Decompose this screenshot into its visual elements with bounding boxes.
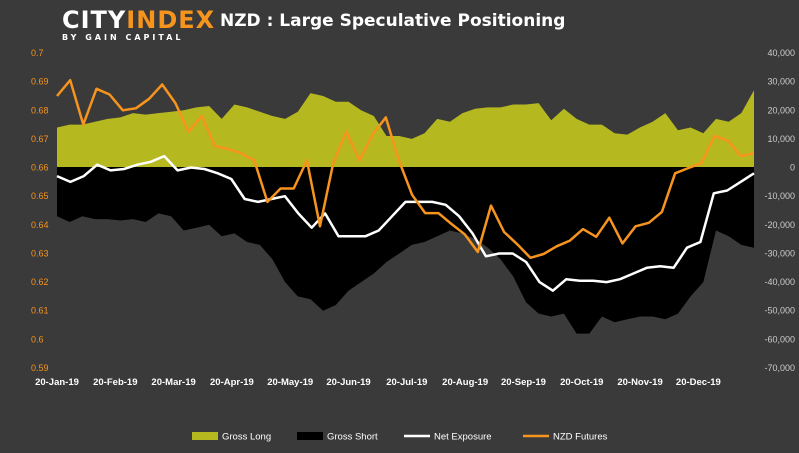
logo-wordmark-index: INDEX <box>126 6 216 34</box>
left-axis-tick-label: 0.66 <box>31 163 49 173</box>
x-axis-tick-label: 20-Jun-19 <box>326 377 370 388</box>
nzd-futures-line <box>56 78 755 260</box>
legend-label-0: Gross Long <box>222 432 271 443</box>
right-axis-tick-label: -60,000 <box>764 334 795 344</box>
x-axis-tick-label: 20-Aug-19 <box>442 377 488 388</box>
left-axis-tick-label: 0.63 <box>31 248 49 258</box>
left-axis-tick-label: 0.67 <box>31 134 49 144</box>
x-axis-tick-label: 20-Sep-19 <box>501 377 546 388</box>
x-axis-tick-label: 20-Jan-19 <box>35 377 79 388</box>
net-exposure-line <box>56 154 755 292</box>
logo-wordmark: CITYINDEX <box>62 7 215 33</box>
legend-label-2: Net Exposure <box>434 432 492 443</box>
right-axis-tick-label: 40,000 <box>767 48 795 58</box>
left-axis-tick-label: 0.68 <box>31 105 49 115</box>
legend-label-3: NZD Futures <box>553 432 608 443</box>
right-axis-tick-label: 30,000 <box>767 77 795 87</box>
city-index-logo: CITYINDEX BY GAIN CAPITAL <box>62 7 215 43</box>
left-axis-tick-label: 0.65 <box>31 191 49 201</box>
left-axis-tick-label: 0.6 <box>31 334 44 344</box>
left-axis-tick-label: 0.59 <box>31 363 49 373</box>
legend-swatch-1 <box>297 432 323 440</box>
right-axis-tick-label: -50,000 <box>764 306 795 316</box>
gross-long-area <box>57 90 754 168</box>
x-axis-tick-label: 20-Mar-19 <box>151 377 195 388</box>
right-axis-tick-label: -30,000 <box>764 248 795 258</box>
x-axis-tick-label: 20-Feb-19 <box>93 377 137 388</box>
x-axis-tick-label: 20-Nov-19 <box>617 377 662 388</box>
right-axis-tick-label: 0 <box>790 163 795 173</box>
right-axis-tick-label: 20,000 <box>767 105 795 115</box>
legend-label-1: Gross Short <box>327 432 378 443</box>
x-axis-tick-label: 20-May-19 <box>267 377 313 388</box>
x-axis-tick-label: 20-Apr-19 <box>210 377 254 388</box>
logo-tagline: BY GAIN CAPITAL <box>62 33 184 42</box>
right-axis-tick-label: -20,000 <box>764 220 795 230</box>
gross-short-area <box>57 167 754 334</box>
left-axis-tick-label: 0.69 <box>31 77 49 87</box>
x-axis-tick-label: 20-Dec-19 <box>676 377 721 388</box>
x-axis-tick-label: 20-Jul-19 <box>386 377 427 388</box>
right-axis-tick-label: 10,000 <box>767 134 795 144</box>
left-axis-tick-label: 0.7 <box>31 48 44 58</box>
right-axis-tick-label: -40,000 <box>764 277 795 287</box>
right-axis-tick-label: -10,000 <box>764 191 795 201</box>
legend-swatch-0 <box>192 432 218 440</box>
right-axis-tick-label: -70,000 <box>764 363 795 373</box>
logo-wordmark-city: CITY <box>62 6 127 34</box>
left-axis-tick-label: 0.62 <box>31 277 49 287</box>
x-axis-tick-label: 20-Oct-19 <box>560 377 603 388</box>
chart-title: NZD : Large Speculative Positioning <box>220 11 566 31</box>
left-axis-tick-label: 0.61 <box>31 306 49 316</box>
left-axis-tick-label: 0.64 <box>31 220 49 230</box>
